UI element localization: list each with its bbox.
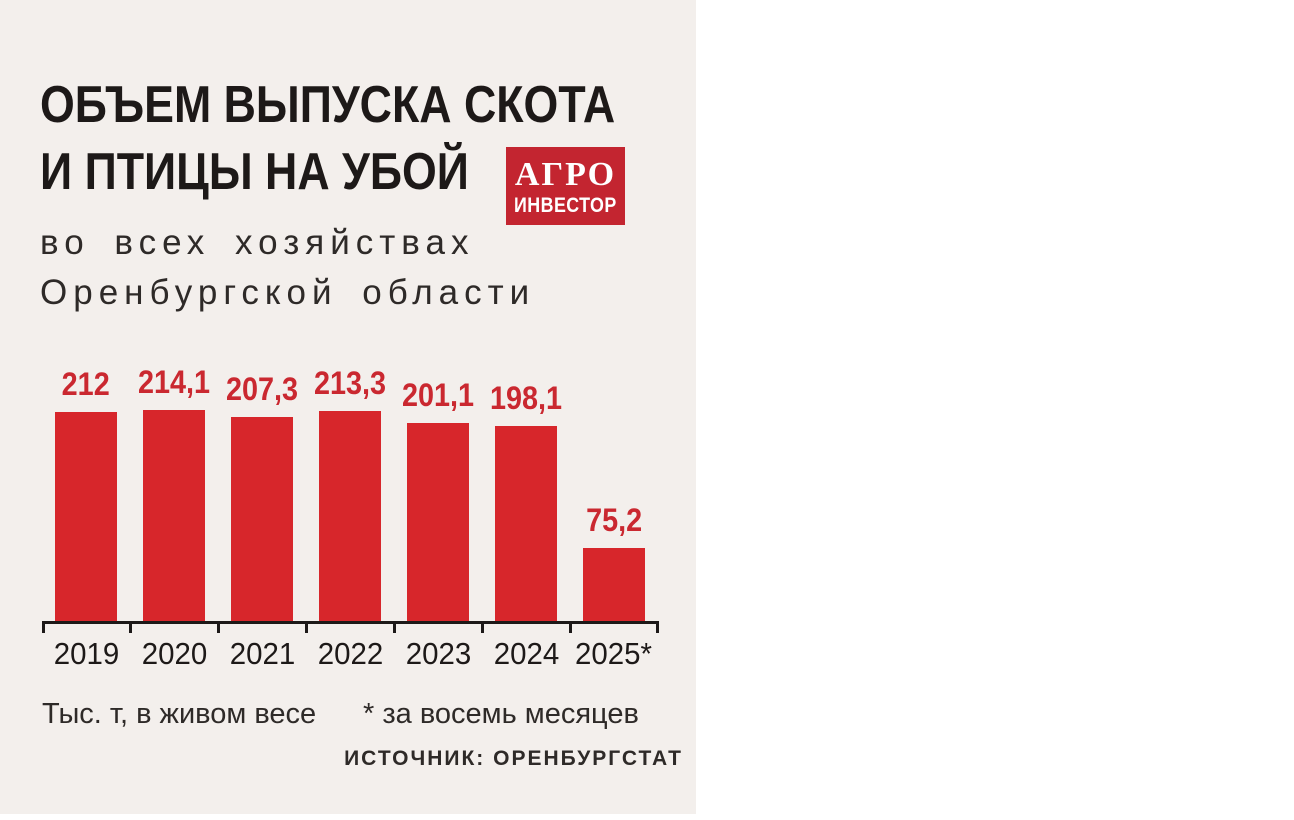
bar-column: 201,1 [394,379,482,622]
bar-value-label: 214,1 [137,364,211,400]
bar-column: 212 [42,368,130,622]
x-axis-tick [656,621,659,633]
chart-title-line1: ОБЪЕМ ВЫПУСКА СКОТА [40,76,616,134]
bar-column: 207,3 [218,373,306,622]
x-axis-line [42,621,659,624]
bar-column: 198,1 [482,382,570,622]
chart-subtitle-line2: Оренбургской области [40,272,536,312]
agroinvestor-logo: АГРО ИНВЕСТОР [506,147,625,225]
bar-value-label: 213,3 [313,365,387,401]
bar-column: 75,2 [570,504,658,622]
chart-subtitle: во всех хозяйствах Оренбургской области [40,218,535,317]
source-note: ИСТОЧНИК: ОРЕНБУРГСТАТ [344,747,683,770]
chart-title-line2: И ПТИЦЫ НА УБОЙ [40,142,469,201]
bar [143,410,205,622]
x-axis-ticks [42,621,659,633]
bar-column: 213,3 [306,367,394,622]
bar-column: 214,1 [130,366,218,622]
bar [407,423,469,622]
chart-subtitle-line1: во всех хозяйствах [40,223,475,262]
bar-columns: 212 214,1 207,3 213,3 201,1 198,1 75,2 [42,340,658,622]
x-axis-tick [393,621,396,633]
x-axis-label: 2023 [405,636,471,671]
bar [231,417,293,622]
bar [55,412,117,622]
x-axis-label: 2024 [493,636,559,671]
x-axis-labels: 2019 2020 2021 2022 2023 2024 2025* [42,638,658,669]
bar [319,411,381,622]
x-axis-label: 2019 [53,636,119,671]
bar-value-label: 212 [61,366,111,402]
bar-value-label: 198,1 [489,380,563,416]
bar [583,548,645,622]
bar-value-label: 207,3 [225,371,299,407]
x-axis-tick [569,621,572,633]
infographic-panel: ОБЪЕМ ВЫПУСКА СКОТА И ПТИЦЫ НА УБОЙ АГРО… [0,0,696,814]
x-axis-label: 2025* [575,636,653,671]
units-note: Тыс. т, в живом весе [42,698,317,730]
x-axis-tick [305,621,308,633]
x-axis-tick [42,621,45,633]
bar-value-label: 75,2 [585,502,643,538]
x-axis-label: 2022 [317,636,383,671]
x-axis-tick [129,621,132,633]
chart-title: ОБЪЕМ ВЫПУСКА СКОТА И ПТИЦЫ НА УБОЙ [40,72,709,205]
logo-word-investor: ИНВЕСТОР [514,194,617,217]
x-axis-label: 2020 [141,636,207,671]
x-axis-label: 2021 [229,636,295,671]
asterisk-note: * за восемь месяцев [363,698,639,730]
logo-word-agro: АГРО [514,156,617,193]
x-axis-tick [481,621,484,633]
bar-value-label: 201,1 [401,377,475,413]
bar [495,426,557,622]
x-axis-tick [217,621,220,633]
